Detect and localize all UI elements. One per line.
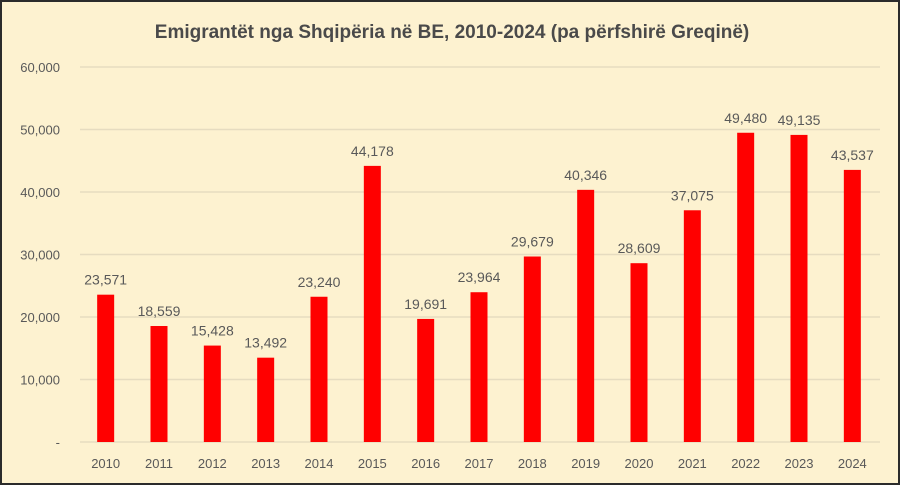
- data-label: 29,679: [511, 234, 554, 250]
- data-label: 49,480: [724, 110, 767, 126]
- data-label: 37,075: [671, 187, 714, 203]
- x-tick-label: 2015: [358, 456, 387, 471]
- bar-2023: [790, 134, 808, 442]
- x-tick-label: 2022: [731, 456, 760, 471]
- bar-2013: [257, 357, 275, 442]
- bar-2024: [843, 169, 861, 443]
- bar-2022: [737, 132, 755, 442]
- x-tick-label: 2020: [625, 456, 654, 471]
- data-label: 44,178: [351, 143, 394, 159]
- x-tick-label: 2023: [785, 456, 814, 471]
- data-label: 23,240: [298, 274, 341, 290]
- data-label: 18,559: [138, 303, 181, 319]
- data-label: 13,492: [244, 335, 287, 351]
- y-tick-label: 20,000: [20, 310, 60, 325]
- x-tick-label: 2011: [145, 456, 173, 471]
- bar-2019: [577, 189, 595, 442]
- chart-title: Emigrantët nga Shqipëria në BE, 2010-202…: [155, 22, 749, 43]
- bar-2018: [523, 256, 541, 442]
- data-label: 15,428: [191, 323, 234, 339]
- x-tick-label: 2016: [411, 456, 440, 471]
- y-tick-label: 10,000: [20, 373, 60, 388]
- x-tick-label: 2010: [91, 456, 120, 471]
- y-tick-label: 50,000: [20, 123, 60, 138]
- bar-2011: [150, 326, 168, 442]
- x-tick-label: 2014: [305, 456, 334, 471]
- x-tick-label: 2024: [838, 456, 867, 471]
- x-tick-label: 2017: [465, 456, 494, 471]
- bar-2015: [363, 165, 381, 442]
- data-label: 43,537: [831, 147, 874, 163]
- y-tick-label: 30,000: [20, 248, 60, 263]
- bar-2020: [630, 263, 648, 442]
- data-label: 23,964: [458, 269, 501, 285]
- data-label: 19,691: [404, 296, 447, 312]
- x-tick-label: 2018: [518, 456, 547, 471]
- bar-2017: [470, 292, 488, 442]
- bar-2010: [97, 294, 115, 442]
- x-tick-label: 2012: [198, 456, 227, 471]
- data-label: 28,609: [618, 240, 661, 256]
- x-tick-label: 2021: [678, 456, 707, 471]
- bar-2014: [310, 296, 328, 442]
- y-tick-label: 40,000: [20, 185, 60, 200]
- bar-2021: [683, 210, 701, 442]
- data-label: 23,571: [84, 272, 127, 288]
- bar-2016: [417, 318, 435, 442]
- bar-2012: [203, 345, 221, 442]
- data-label: 40,346: [564, 167, 607, 183]
- y-tick-label: 60,000: [20, 60, 60, 75]
- x-tick-label: 2013: [251, 456, 280, 471]
- data-label: 49,135: [778, 112, 821, 128]
- x-tick-label: 2019: [571, 456, 600, 471]
- y-tick-label: -: [56, 435, 60, 450]
